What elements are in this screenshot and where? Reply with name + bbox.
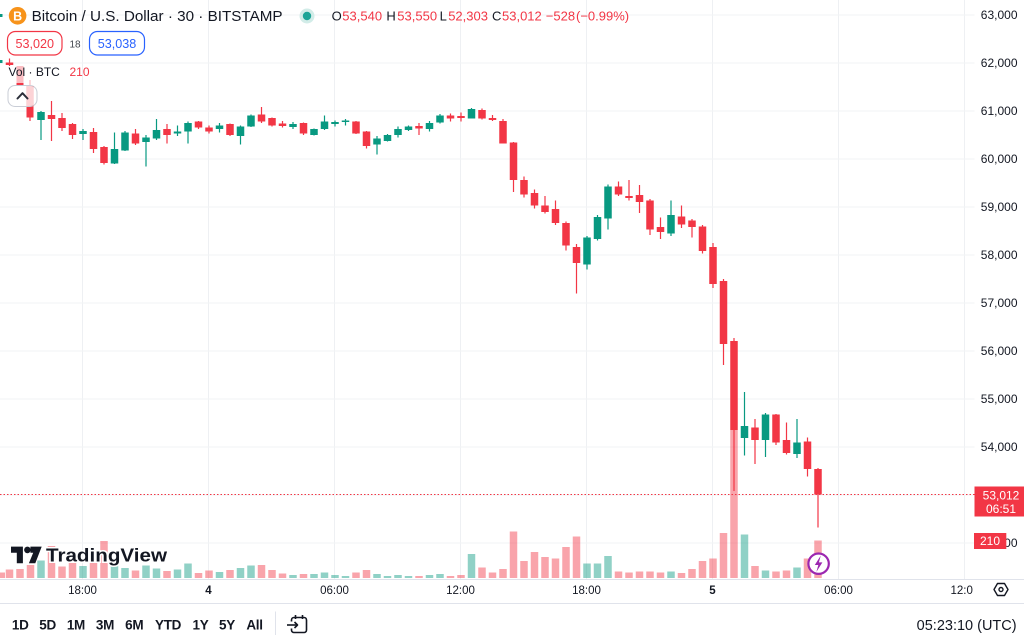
svg-text:5D: 5D [39,618,56,633]
svg-text:53,038: 53,038 [98,37,137,51]
svg-text:B: B [13,9,22,23]
svg-text:53,540: 53,540 [342,9,382,24]
svg-text:54,000: 54,000 [981,440,1018,454]
svg-text:56,000: 56,000 [981,344,1018,358]
svg-text:5Y: 5Y [219,618,235,633]
svg-text:Vol · BTC: Vol · BTC [9,65,61,79]
svg-text:60,000: 60,000 [981,152,1018,166]
svg-text:210: 210 [70,65,90,79]
svg-text:18:00: 18:00 [572,585,601,597]
svg-text:53,012: 53,012 [983,489,1020,503]
svg-text:−528: −528 [546,9,575,24]
svg-text:00: 00 [1004,536,1018,550]
svg-text:(−0.99%): (−0.99%) [576,9,629,24]
svg-text:C: C [492,9,501,24]
svg-text:06:00: 06:00 [824,585,853,597]
svg-text:L: L [440,9,447,24]
svg-text:58,000: 58,000 [981,248,1018,262]
svg-text:210: 210 [980,534,1000,548]
svg-text:TradingView: TradingView [46,544,168,565]
svg-text:1M: 1M [67,618,85,633]
svg-text:62,000: 62,000 [981,56,1018,70]
svg-text:3M: 3M [96,618,114,633]
svg-text:53,012: 53,012 [502,9,542,24]
svg-text:4: 4 [205,585,212,597]
svg-text:61,000: 61,000 [981,104,1018,118]
svg-text:O: O [332,9,342,24]
svg-text:YTD: YTD [155,618,182,633]
svg-text:05:23:10 (UTC): 05:23:10 (UTC) [917,618,1017,634]
svg-text:Bitcoin / U.S. Dollar · 30 · B: Bitcoin / U.S. Dollar · 30 · BITSTAMP [32,8,283,25]
svg-text:53,550: 53,550 [397,9,437,24]
svg-text:H: H [386,9,395,24]
svg-text:06:51: 06:51 [986,502,1016,516]
svg-text:All: All [246,618,262,633]
svg-text:5: 5 [709,585,716,597]
svg-text:1Y: 1Y [193,618,209,633]
svg-text:12:00: 12:00 [446,585,475,597]
svg-text:57,000: 57,000 [981,296,1018,310]
svg-text:18: 18 [69,40,81,51]
svg-text:52,303: 52,303 [448,9,488,24]
svg-text:59,000: 59,000 [981,200,1018,214]
svg-text:6M: 6M [125,618,143,633]
svg-text:12:0: 12:0 [951,585,973,597]
svg-text:63,000: 63,000 [981,8,1018,22]
svg-text:06:00: 06:00 [320,585,349,597]
svg-text:18:00: 18:00 [68,585,97,597]
svg-text:55,000: 55,000 [981,392,1018,406]
svg-text:1D: 1D [12,618,29,633]
svg-text:53,020: 53,020 [15,37,54,51]
